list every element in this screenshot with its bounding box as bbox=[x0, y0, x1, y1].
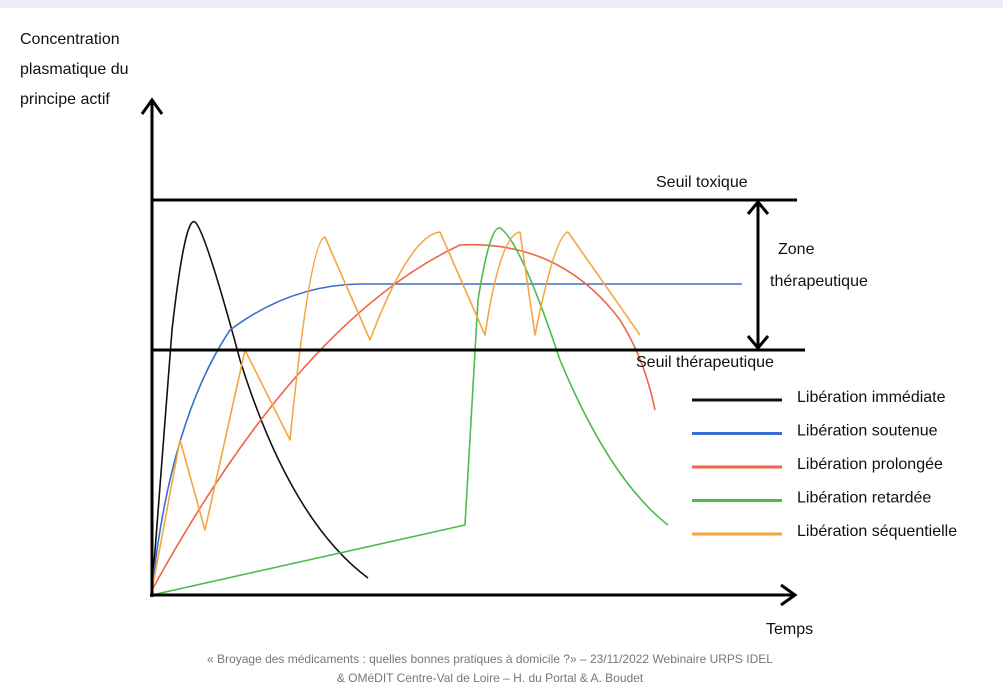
y-axis-label: Concentration bbox=[20, 31, 120, 48]
curve-delayed bbox=[151, 227, 669, 596]
curve-sustained bbox=[151, 283, 742, 591]
legend-label: Libération prolongée bbox=[797, 456, 943, 473]
x-axis-label: Temps bbox=[766, 621, 813, 638]
zone-label: Zone bbox=[778, 241, 815, 258]
legend-label: Libération immédiate bbox=[797, 389, 946, 406]
y-axis-label: principe actif bbox=[20, 91, 110, 108]
y-arrow bbox=[140, 97, 164, 115]
footer: « Broyage des médicaments : quelles bonn… bbox=[207, 652, 773, 666]
curve-sequential bbox=[151, 231, 641, 591]
footer: & OMéDIT Centre-Val de Loire – H. du Por… bbox=[337, 671, 644, 685]
legend-label: Libération séquentielle bbox=[797, 523, 957, 540]
therapeutic-label: Seuil thérapeutique bbox=[636, 354, 774, 371]
legend-label: Libération retardée bbox=[797, 490, 931, 507]
curve-prolonged bbox=[151, 243, 656, 591]
legend-label: Libération soutenue bbox=[797, 423, 938, 440]
zone-label: thérapeutique bbox=[770, 273, 868, 290]
zone-arrow-head bbox=[746, 199, 770, 215]
y-axis-label: plasmatique du bbox=[20, 61, 129, 78]
curve-immediate bbox=[151, 220, 369, 591]
x-arrow bbox=[780, 583, 798, 607]
zone-arrow-head bbox=[746, 335, 770, 351]
toxic-label: Seuil toxique bbox=[656, 174, 748, 191]
